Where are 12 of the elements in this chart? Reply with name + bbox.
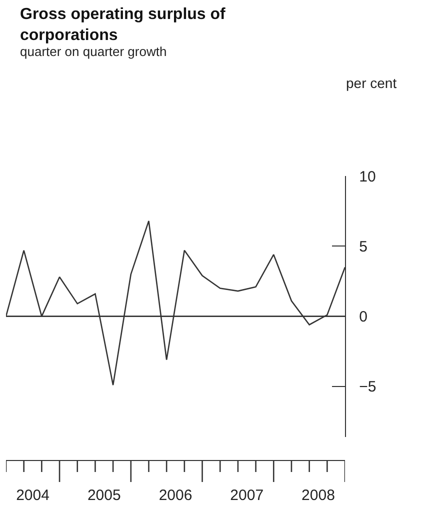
x-tick-label: 2006: [158, 487, 192, 504]
y-tick-label: −5: [359, 378, 376, 396]
y-tick-label: 5: [359, 238, 368, 256]
x-tick-label: 2004: [16, 487, 50, 504]
x-tick-label: 2005: [87, 487, 121, 504]
text: per cent: [346, 75, 397, 91]
y-tick-label: 0: [359, 308, 368, 326]
chart-subtitle: quarter on quarter growth: [20, 44, 167, 59]
x-tick-label: 2008: [302, 487, 335, 504]
chart-title: Gross operating surplus of corporations: [20, 6, 226, 44]
x-tick-label: 2007: [230, 487, 264, 504]
y-tick-label: 10: [359, 168, 376, 186]
